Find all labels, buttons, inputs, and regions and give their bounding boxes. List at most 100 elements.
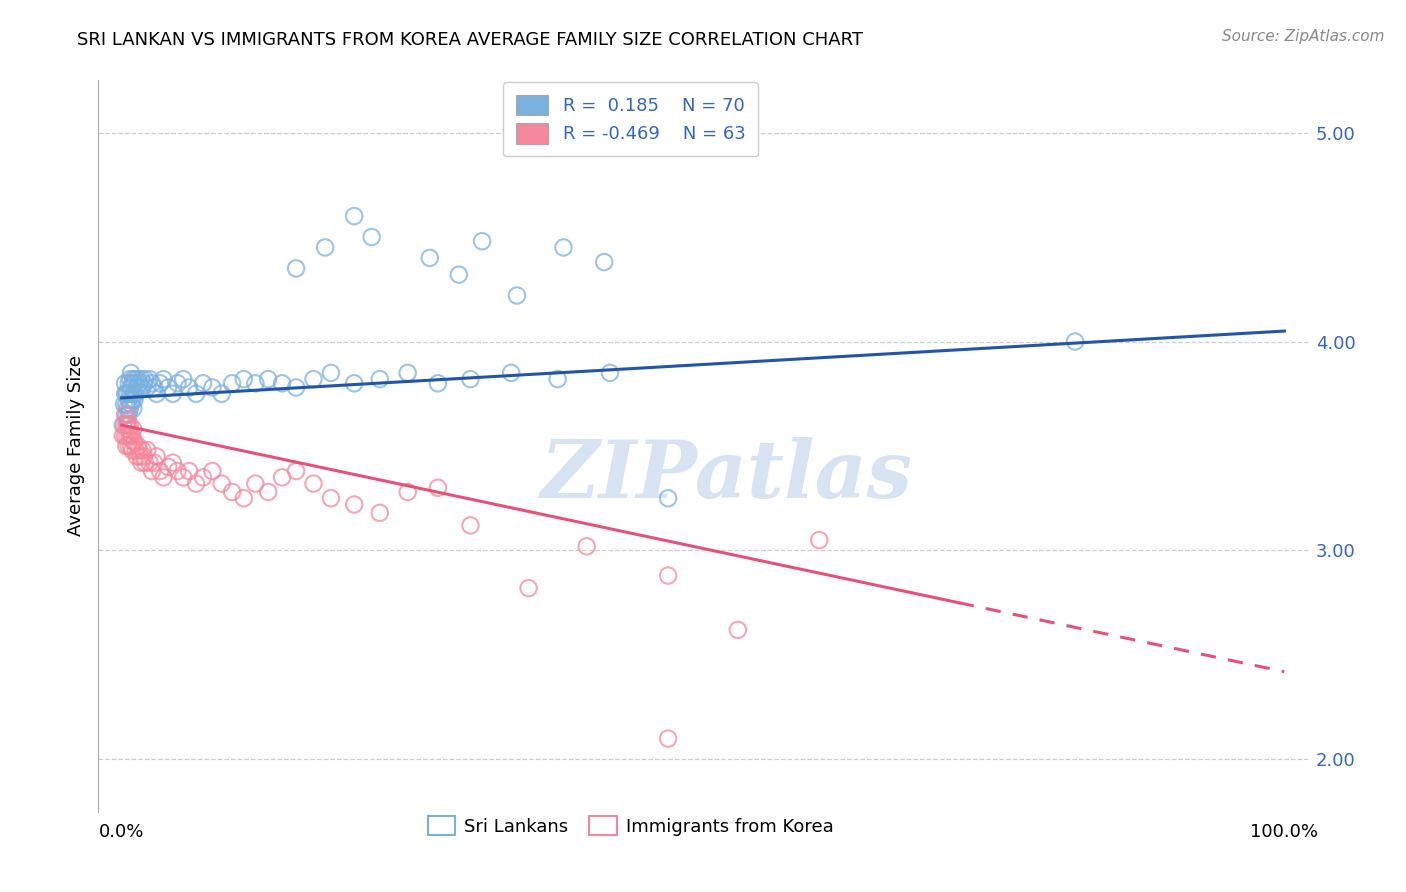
Point [157,459,180,474]
Point [157,380,180,394]
Point [122,434,145,449]
Point [121,428,143,442]
Point [368,506,391,520]
Point [128,443,150,458]
Point [271,376,294,391]
Point [124,392,146,407]
Text: SRI LANKAN VS IMMIGRANTS FROM KOREA AVERAGE FAMILY SIZE CORRELATION CHART: SRI LANKAN VS IMMIGRANTS FROM KOREA AVER… [77,31,863,49]
Point [211,476,233,491]
Point [319,491,342,506]
Point [120,439,142,453]
Point [1064,334,1087,349]
Point [115,408,138,422]
Point [221,376,243,391]
Point [114,428,136,442]
Point [120,366,142,380]
Point [343,498,366,512]
Point [122,386,145,401]
Point [201,464,224,478]
Point [127,439,149,453]
Point [122,422,145,436]
Point [343,209,366,223]
Point [143,380,166,394]
Point [117,414,139,428]
Point [115,439,138,453]
Point [124,372,146,386]
Point [191,376,214,391]
Point [132,450,155,464]
Point [162,456,184,470]
Point [727,623,749,637]
Point [426,481,449,495]
Point [124,386,146,401]
Point [118,408,141,422]
Point [547,372,569,386]
Point [131,372,153,386]
Point [302,476,325,491]
Point [184,476,207,491]
Point [257,372,280,386]
Point [460,518,482,533]
Point [285,261,308,276]
Point [360,230,382,244]
Legend: Sri Lankans, Immigrants from Korea: Sri Lankans, Immigrants from Korea [420,809,841,843]
Point [132,376,155,391]
Point [501,366,523,380]
Point [257,485,280,500]
Point [396,366,419,380]
Point [114,408,136,422]
Point [657,491,679,506]
Point [129,380,152,394]
Point [143,456,166,470]
Point [112,418,135,433]
Point [141,376,163,391]
Point [245,476,267,491]
Point [396,485,419,500]
Point [121,392,143,407]
Point [115,386,138,401]
Point [314,240,336,254]
Point [117,418,139,433]
Point [271,470,294,484]
Point [117,401,139,416]
Point [118,422,141,436]
Point [285,464,308,478]
Point [426,376,449,391]
Point [447,268,470,282]
Point [131,456,153,470]
Point [129,450,152,464]
Point [120,380,142,394]
Point [136,443,159,458]
Point [120,428,142,442]
Point [122,401,145,416]
Point [319,366,342,380]
Point [808,533,831,547]
Point [575,539,598,553]
Point [593,255,616,269]
Point [245,376,267,391]
Point [138,372,160,386]
Point [172,470,194,484]
Point [232,491,254,506]
Point [115,418,138,433]
Point [117,428,139,442]
Point [152,470,174,484]
Point [122,372,145,386]
Point [118,386,141,401]
Point [162,386,184,401]
Point [111,418,134,433]
Point [599,366,621,380]
Point [553,240,575,254]
Point [121,443,143,458]
Point [419,251,441,265]
Point [118,428,141,442]
Text: ZIPatlas: ZIPatlas [541,436,914,514]
Point [191,470,214,484]
Point [124,376,146,391]
Point [131,443,153,458]
Point [471,234,494,248]
Point [172,372,194,386]
Point [118,372,141,386]
Point [115,397,138,411]
Y-axis label: Average Family Size: Average Family Size [66,356,84,536]
